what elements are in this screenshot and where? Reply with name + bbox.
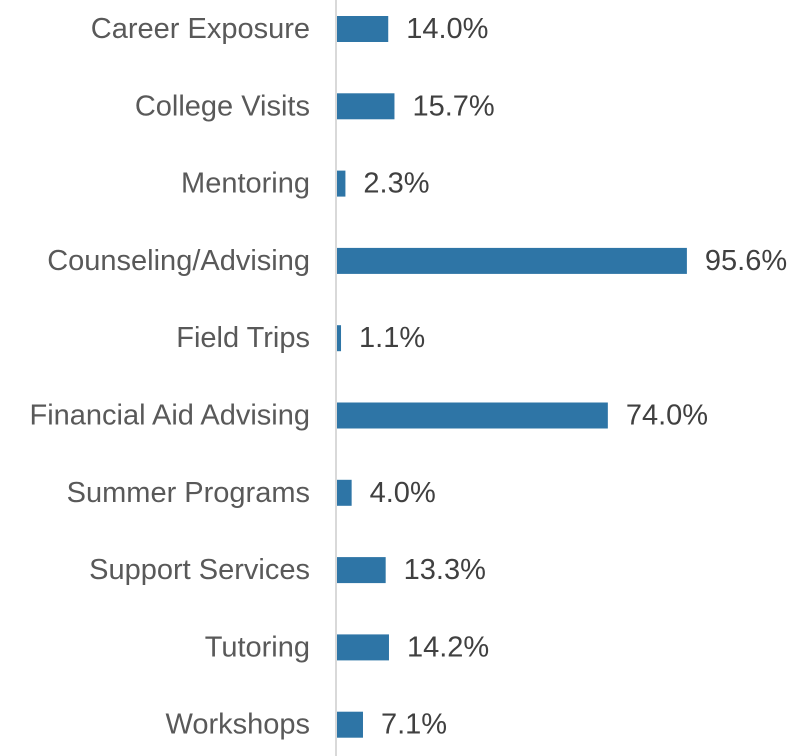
category-label: Support Services xyxy=(89,554,310,586)
category-label: Tutoring xyxy=(205,631,310,663)
bar xyxy=(337,711,363,738)
bar xyxy=(337,557,386,584)
bar xyxy=(337,402,608,429)
data-label: 13.3% xyxy=(404,554,486,586)
bar xyxy=(337,170,346,197)
category-label: Financial Aid Advising xyxy=(30,400,311,432)
bar xyxy=(337,16,389,42)
data-label: 14.2% xyxy=(407,631,489,663)
bar xyxy=(337,634,389,661)
category-label: Mentoring xyxy=(181,168,310,200)
data-label: 14.0% xyxy=(406,13,488,45)
data-label: 74.0% xyxy=(626,400,708,432)
category-label: Counseling/Advising xyxy=(47,245,310,277)
data-label: 7.1% xyxy=(381,709,447,741)
category-label: Workshops xyxy=(165,709,310,741)
category-label: College Visits xyxy=(135,90,310,122)
bar-group xyxy=(337,16,687,738)
bar xyxy=(337,325,342,352)
bar xyxy=(337,479,352,506)
category-label-group: Career Exposure College Visits Mentoring Co… xyxy=(30,13,311,741)
data-label: 95.6% xyxy=(705,245,787,277)
value-label-group: 14.0% 15.7% 2.3% 95.6% 1.1% 74.0% 4.0% 13.3% 14.… xyxy=(359,13,787,741)
bar xyxy=(337,247,687,274)
bar xyxy=(337,93,395,120)
category-label: Field Trips xyxy=(176,322,310,354)
data-label: 15.7% xyxy=(412,90,494,122)
data-label: 2.3% xyxy=(363,168,429,200)
data-label: 4.0% xyxy=(370,477,436,509)
category-label: Summer Programs xyxy=(67,477,310,509)
category-label: Career Exposure xyxy=(91,13,310,45)
data-label: 1.1% xyxy=(359,322,425,354)
